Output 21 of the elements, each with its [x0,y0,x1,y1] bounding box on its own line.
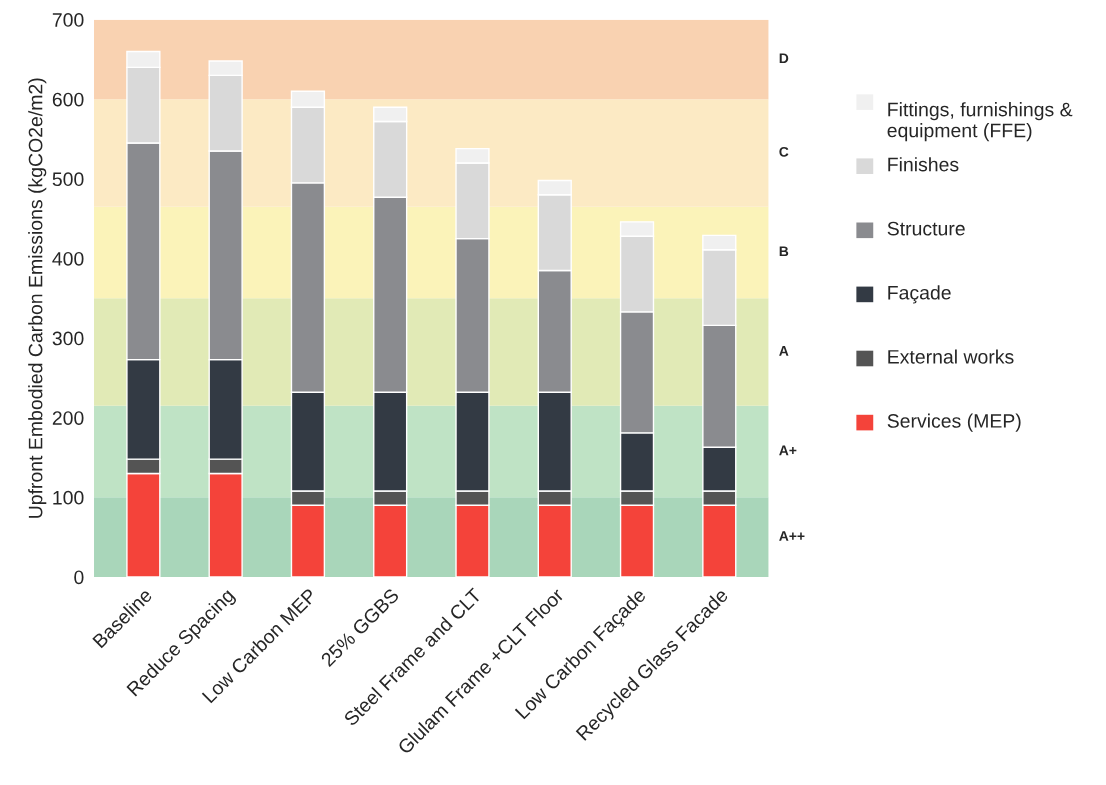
band-label: A+ [779,445,797,456]
y-tick-label: 0 [74,570,84,585]
y-tick-label: 200 [52,411,84,425]
legend-label: Fittings, furnishings & equipment (FFE) [887,102,1073,142]
legend-label: Structure [887,221,965,236]
legend-label: External works [888,349,1014,364]
band-label: D [779,53,789,64]
legend-label: Services (MEP) [887,413,1021,432]
y-tick-label: 700 [52,13,84,27]
legend-label: Façade [888,285,951,304]
band-label: B [779,246,789,257]
band-label: C [779,146,789,157]
y-tick-label: 100 [53,490,84,505]
band-label: A [779,346,789,356]
band-label: A++ [779,531,805,541]
legend-label: Finishes [888,157,959,172]
y-tick-label: 400 [52,251,84,266]
y-tick-label: 300 [52,331,84,346]
y-axis-title: Upfront Embodied Carbon Emissions (kgCO2e/m2) [28,78,47,518]
y-tick-label: 500 [52,172,84,187]
y-tick-label: 600 [52,92,84,107]
